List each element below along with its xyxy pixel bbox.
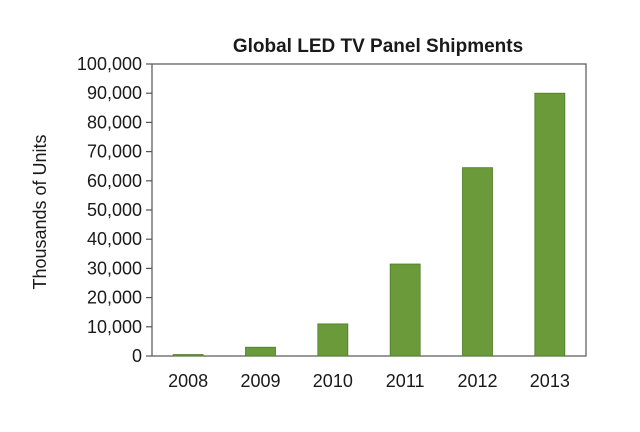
y-tick-label: 10,000 <box>87 317 142 337</box>
y-tick-label: 0 <box>132 346 142 366</box>
y-tick-label: 80,000 <box>87 112 142 132</box>
bar-2011 <box>389 263 421 357</box>
plot-frame <box>151 63 587 357</box>
y-tick-label: 60,000 <box>87 171 142 191</box>
y-tick-label: 30,000 <box>87 258 142 278</box>
bar-2008 <box>172 354 204 357</box>
y-tick-label: 100,000 <box>77 54 142 74</box>
x-tick-label: 2010 <box>313 371 353 391</box>
y-axis-label: Thousands of Units <box>30 134 50 289</box>
y-tick-label: 40,000 <box>87 229 142 249</box>
x-tick-label: 2011 <box>386 371 425 391</box>
x-tick-label: 2012 <box>457 371 497 391</box>
bar-2013 <box>534 92 566 357</box>
chart-title: Global LED TV Panel Shipments <box>233 36 523 57</box>
bar-2010 <box>317 323 349 357</box>
y-tick-label: 70,000 <box>87 142 142 162</box>
plot-area: 0 10,000 20,000 30,000 40,000 50,000 60,000 70,… <box>77 54 587 391</box>
x-tick-label: 2013 <box>530 371 570 391</box>
x-tick-label: 2008 <box>168 371 208 391</box>
y-tick-label: 90,000 <box>87 83 142 103</box>
bar-2012 <box>462 167 493 357</box>
y-tick-label: 20,000 <box>87 288 142 308</box>
y-tick-label: 50,000 <box>87 200 142 220</box>
bar-2009 <box>245 346 276 357</box>
x-tick-label: 2009 <box>240 371 280 391</box>
